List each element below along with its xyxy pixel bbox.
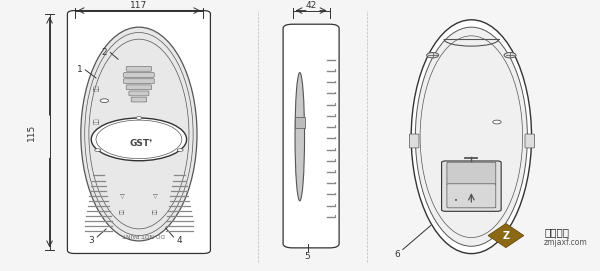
Text: 智森消防: 智森消防 bbox=[544, 227, 569, 237]
FancyBboxPatch shape bbox=[126, 66, 152, 71]
Circle shape bbox=[504, 53, 516, 58]
Text: 消音: 消音 bbox=[94, 84, 100, 91]
Text: 3: 3 bbox=[88, 236, 94, 246]
Text: GST❜: GST❜ bbox=[130, 139, 153, 148]
FancyBboxPatch shape bbox=[409, 134, 419, 148]
Ellipse shape bbox=[420, 36, 523, 238]
Circle shape bbox=[95, 149, 101, 151]
FancyBboxPatch shape bbox=[67, 11, 211, 253]
FancyBboxPatch shape bbox=[447, 162, 496, 185]
Text: 117: 117 bbox=[130, 1, 148, 10]
Polygon shape bbox=[488, 224, 524, 248]
Text: 自检: 自检 bbox=[94, 117, 100, 124]
Text: 1: 1 bbox=[76, 65, 82, 75]
Circle shape bbox=[427, 53, 439, 58]
Text: 6: 6 bbox=[394, 250, 400, 259]
Text: Z: Z bbox=[502, 231, 509, 241]
FancyBboxPatch shape bbox=[129, 91, 149, 96]
Text: zmjaxf.com: zmjaxf.com bbox=[544, 238, 588, 247]
Ellipse shape bbox=[81, 27, 197, 241]
Text: 42: 42 bbox=[305, 1, 317, 10]
Circle shape bbox=[177, 149, 183, 151]
FancyBboxPatch shape bbox=[124, 79, 154, 83]
FancyBboxPatch shape bbox=[525, 134, 535, 148]
Text: 115: 115 bbox=[27, 124, 36, 141]
FancyBboxPatch shape bbox=[447, 184, 496, 208]
Text: ▽: ▽ bbox=[120, 194, 125, 199]
Circle shape bbox=[96, 120, 182, 159]
Ellipse shape bbox=[411, 20, 532, 254]
FancyBboxPatch shape bbox=[442, 161, 501, 211]
FancyBboxPatch shape bbox=[124, 73, 154, 78]
Ellipse shape bbox=[295, 73, 305, 201]
Text: 4: 4 bbox=[176, 236, 182, 246]
FancyBboxPatch shape bbox=[131, 97, 146, 102]
Circle shape bbox=[136, 117, 142, 119]
Text: 5: 5 bbox=[305, 252, 310, 261]
Text: 永久: 永久 bbox=[120, 209, 125, 214]
Ellipse shape bbox=[415, 27, 527, 246]
FancyBboxPatch shape bbox=[126, 85, 152, 90]
Circle shape bbox=[493, 120, 501, 124]
Bar bbox=[295, 117, 305, 128]
Text: DO NOT PAINT: DO NOT PAINT bbox=[122, 232, 165, 237]
FancyBboxPatch shape bbox=[283, 24, 339, 248]
Text: 2: 2 bbox=[101, 48, 107, 57]
Circle shape bbox=[91, 118, 187, 161]
Text: ▽: ▽ bbox=[153, 194, 158, 199]
Circle shape bbox=[100, 99, 109, 102]
Text: 拆用: 拆用 bbox=[153, 209, 158, 214]
Text: •: • bbox=[454, 198, 458, 204]
